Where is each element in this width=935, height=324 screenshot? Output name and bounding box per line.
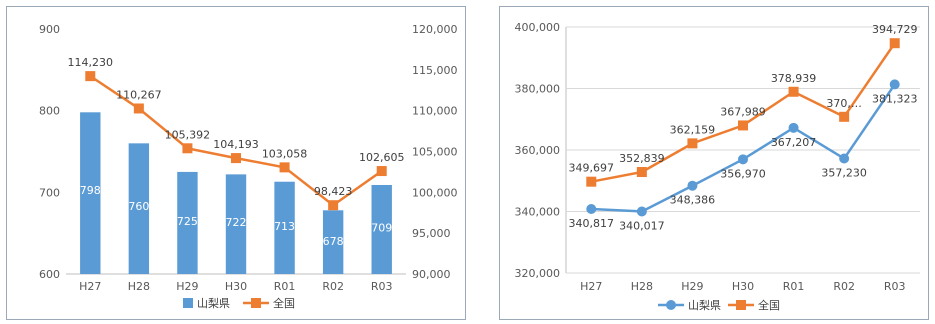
bar-data-label: 678 xyxy=(323,235,344,248)
marker-zenkoku xyxy=(328,200,339,211)
zenkoku-data-label: 349,697 xyxy=(569,162,615,175)
marker-zenkoku xyxy=(231,153,241,164)
marker-zenkoku xyxy=(889,38,900,49)
legend-swatch-bar xyxy=(183,298,193,308)
legend-swatch-marker-zenkoku xyxy=(736,300,746,310)
bar-data-label: 725 xyxy=(177,215,198,228)
bar-data-label: 798 xyxy=(80,184,101,197)
line-data-label: 103,058 xyxy=(262,147,308,160)
y-left-tick-label: 600 xyxy=(39,268,60,281)
yamanashi-data-label: 356,970 xyxy=(720,167,766,180)
y-right-tick-label: 90,000 xyxy=(412,268,451,281)
line-data-label: 110,267 xyxy=(116,88,162,101)
zenkoku-data-label: 367,989 xyxy=(720,105,766,118)
marker-yamanashi xyxy=(586,203,597,214)
legend-swatch-marker xyxy=(251,298,261,308)
yamanashi-data-label: 340,817 xyxy=(569,217,615,230)
yamanashi-data-label: 357,230 xyxy=(821,167,867,180)
yamanashi-data-label: 348,386 xyxy=(670,194,716,207)
x-tick-label: H28 xyxy=(631,280,653,293)
line-data-label: 98,423 xyxy=(314,185,353,198)
yamanashi-data-label: 367,207 xyxy=(771,136,817,149)
bar-yamanashi xyxy=(371,184,392,274)
x-tick-label: H29 xyxy=(176,280,198,293)
x-tick-label: H30 xyxy=(225,280,247,293)
line-data-label: 114,230 xyxy=(68,56,114,69)
legend-label-line: 全国 xyxy=(273,296,295,310)
y-left-tick-label: 900 xyxy=(39,23,60,36)
y-right-tick-label: 110,000 xyxy=(412,105,458,118)
x-tick-label: R01 xyxy=(274,280,296,293)
bar-yamanashi xyxy=(177,171,198,274)
bar-yamanashi xyxy=(225,174,247,274)
marker-yamanashi xyxy=(788,122,799,133)
bar-data-label: 709 xyxy=(371,222,392,235)
marker-zenkoku xyxy=(586,176,597,187)
x-tick-label: R02 xyxy=(322,280,344,293)
x-tick-label: H28 xyxy=(128,280,150,293)
x-tick-label: R02 xyxy=(833,280,855,293)
y-right-tick-label: 105,000 xyxy=(412,146,458,159)
marker-yamanashi xyxy=(687,180,698,191)
marker-zenkoku xyxy=(376,166,387,177)
y-tick-label: 320,000 xyxy=(515,267,561,280)
marker-zenkoku xyxy=(636,167,647,178)
marker-yamanashi xyxy=(738,154,748,165)
x-tick-label: H27 xyxy=(580,280,602,293)
bar-data-label: 722 xyxy=(226,216,247,229)
bar-yamanashi xyxy=(274,181,295,274)
chart-left-panel: 600 700 800 900 90,000 95,000 100,000 105,000 11… xyxy=(6,6,466,320)
line-data-label: 102,605 xyxy=(359,151,405,164)
marker-zenkoku xyxy=(839,111,850,122)
bar-yamanashi xyxy=(128,143,150,274)
marker-yamanashi xyxy=(636,206,647,217)
marker-yamanashi xyxy=(839,153,850,164)
line-data-label: 105,392 xyxy=(165,128,211,141)
chart-right: 320,000 340,000 360,000 380,000 400,000 340,8… xyxy=(515,21,920,312)
yamanashi-data-label: 381,323 xyxy=(872,92,918,105)
zenkoku-data-label: 378,939 xyxy=(771,72,817,85)
marker-zenkoku xyxy=(738,120,748,131)
legend-label-yamanashi: 山梨県 xyxy=(688,298,721,312)
bar-yamanashi xyxy=(80,112,101,274)
bar-data-label: 760 xyxy=(128,200,149,213)
y-tick-label: 380,000 xyxy=(515,83,561,96)
zenkoku-data-label: 394,729 xyxy=(872,23,918,36)
marker-yamanashi xyxy=(889,79,900,90)
legend-label-zenkoku: 全国 xyxy=(758,298,780,312)
zenkoku-data-label: 362,159 xyxy=(670,123,716,136)
marker-zenkoku xyxy=(687,138,698,149)
y-tick-label: 400,000 xyxy=(515,21,561,34)
y-right-tick-label: 100,000 xyxy=(412,186,458,199)
y-tick-label: 360,000 xyxy=(515,144,561,157)
y-tick-label: 340,000 xyxy=(515,206,561,219)
y-left-tick-label: 700 xyxy=(39,186,60,199)
x-tick-label: R03 xyxy=(371,280,393,293)
legend-swatch-marker-yamanashi xyxy=(666,300,676,310)
x-tick-label: H30 xyxy=(732,280,754,293)
x-tick-label: R03 xyxy=(884,280,906,293)
yamanashi-data-label: 340,017 xyxy=(619,219,665,232)
marker-zenkoku xyxy=(85,71,96,82)
x-tick-label: H27 xyxy=(79,280,101,293)
legend-label-bar: 山梨県 xyxy=(197,296,230,310)
x-tick-label: R01 xyxy=(783,280,805,293)
bar-data-label: 713 xyxy=(274,220,295,233)
chart-left: 600 700 800 900 90,000 95,000 100,000 105,000 11… xyxy=(39,23,458,310)
chart-right-panel: 320,000 340,000 360,000 380,000 400,000 340,8… xyxy=(499,6,929,320)
marker-zenkoku xyxy=(279,162,290,173)
x-tick-label: H29 xyxy=(681,280,703,293)
y-right-tick-label: 115,000 xyxy=(412,64,458,77)
y-right-tick-label: 120,000 xyxy=(412,23,458,36)
marker-zenkoku xyxy=(788,86,799,97)
zenkoku-data-label: 370,… xyxy=(826,97,862,110)
line-data-label: 104,193 xyxy=(213,138,259,151)
y-right-tick-label: 95,000 xyxy=(412,227,451,240)
zenkoku-data-label: 352,839 xyxy=(619,152,665,165)
marker-zenkoku xyxy=(182,143,193,154)
y-left-tick-label: 800 xyxy=(39,105,60,118)
marker-zenkoku xyxy=(133,103,144,114)
bar-yamanashi xyxy=(322,210,344,274)
